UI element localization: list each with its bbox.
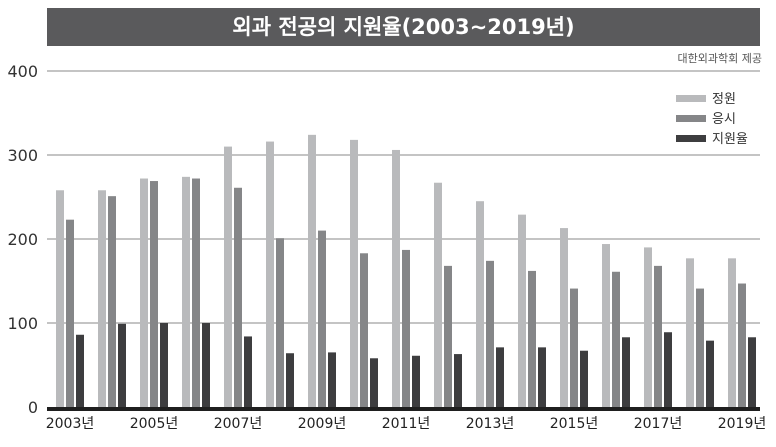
x-tick-label: 2003년 [46,416,95,432]
bar-정원-2013 [476,201,484,407]
bar-정원-2014 [518,214,526,407]
bar-응시-2006 [192,178,200,407]
bar-정원-2009 [308,134,316,407]
x-axis-line [47,407,760,411]
bar-응시-2009 [318,230,326,407]
x-tick-label: 2005년 [130,416,179,432]
bar-응시-2007 [234,187,242,407]
bar-정원-2005 [140,178,148,407]
x-tick-label: 2011년 [382,416,431,432]
bar-응시-2016 [612,271,620,407]
bar-지원율-2008 [286,353,294,407]
bar-지원율-2006 [202,323,210,407]
bar-지원율-2005 [160,323,168,407]
bar-지원율-2004 [118,323,126,407]
x-tick-label: 2015년 [550,416,599,432]
bar-정원-2012 [434,182,442,407]
bar-지원율-2010 [370,358,378,407]
bar-응시-2018 [696,288,704,407]
bar-응시-2017 [654,265,662,407]
y-tick-label: 0 [28,398,38,417]
bar-지원율-2003 [76,334,84,407]
legend-swatch-지원율 [676,135,706,142]
bar-지원율-2013 [496,347,504,407]
y-tick-label: 200 [7,230,38,249]
bar-정원-2011 [392,149,400,407]
bar-정원-2018 [686,258,694,407]
bar-지원율-2011 [412,355,420,407]
x-tick-label: 2013년 [466,416,515,432]
bar-응시-2019 [738,283,746,407]
bar-정원-2010 [350,139,358,407]
bar-지원율-2012 [454,354,462,407]
legend-swatch-응시 [676,115,706,122]
bar-응시-2014 [528,270,536,407]
y-tick-label: 400 [7,62,38,81]
y-tick-label: 100 [7,314,38,333]
bar-정원-2016 [602,244,610,407]
bar-응시-2005 [150,181,158,407]
legend-label: 응시 [712,112,736,127]
x-tick-label: 2007년 [214,416,263,432]
chart-title: 외과 전공의 지원율(2003∼2019년) [47,8,760,46]
bar-정원-2019 [728,258,736,407]
bar-지원율-2016 [622,337,630,407]
legend-label: 정원 [712,92,736,107]
bar-정원-2015 [560,228,568,407]
bar-지원율-2017 [664,332,672,407]
bar-정원-2017 [644,247,652,407]
bar-응시-2004 [108,196,116,407]
y-tick-label: 300 [7,146,38,165]
x-tick-label: 2009년 [298,416,347,432]
bar-응시-2012 [444,265,452,407]
bar-정원-2006 [182,176,190,407]
bar-정원-2008 [266,141,274,407]
source-credit: 대한외과학회 제공 [677,52,762,65]
bar-응시-2013 [486,260,494,407]
bar-지원율-2009 [328,352,336,407]
bar-응시-2003 [66,219,74,407]
x-tick-label: 2017년 [634,416,683,432]
bar-정원-2007 [224,146,232,407]
bar-응시-2010 [360,253,368,407]
bar-지원율-2007 [244,336,252,407]
bar-지원율-2015 [580,350,588,407]
bar-응시-2011 [402,249,410,407]
bar-지원율-2019 [748,337,756,407]
bar-응시-2015 [570,288,578,407]
bar-지원율-2014 [538,347,546,407]
bar-정원-2003 [56,190,64,407]
x-tick-label: 2019년 [718,416,767,432]
legend-swatch-정원 [676,95,706,102]
bar-정원-2004 [98,190,106,407]
bar-지원율-2018 [706,340,714,407]
legend-label: 지원율 [712,132,748,147]
bar-응시-2008 [276,238,284,407]
